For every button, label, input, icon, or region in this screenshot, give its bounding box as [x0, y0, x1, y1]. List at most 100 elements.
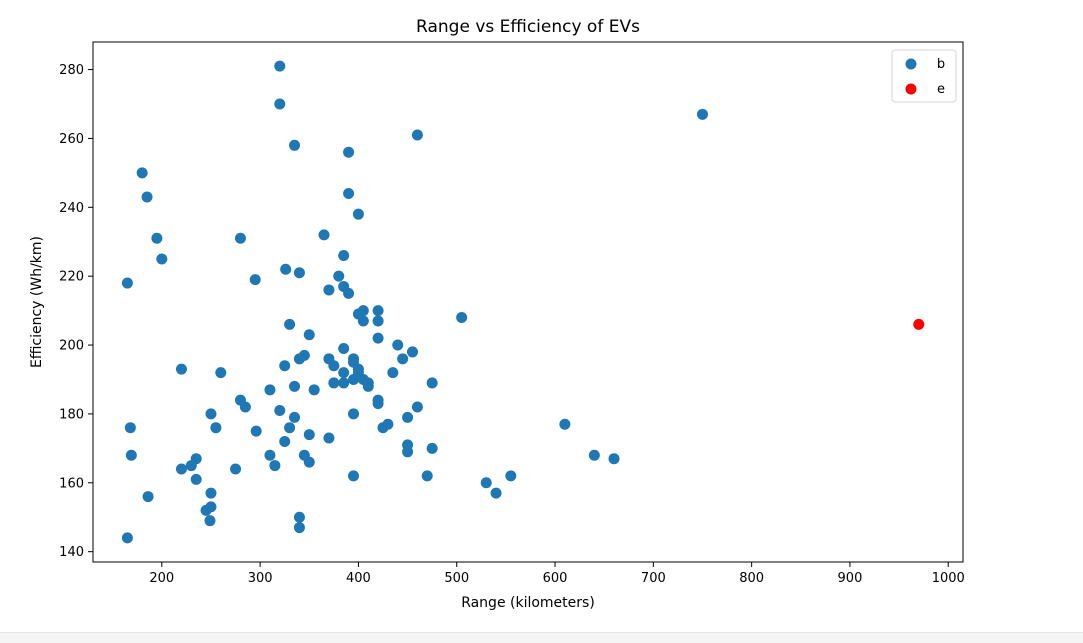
- data-point-b-80: [372, 305, 384, 317]
- data-point-b-5: [141, 191, 153, 203]
- data-point-b-4: [136, 167, 148, 179]
- x-tick-label: 900: [838, 571, 863, 586]
- data-point-b-71: [352, 208, 364, 220]
- data-point-b-26: [250, 425, 262, 437]
- data-point-b-92: [402, 446, 414, 458]
- data-point-b-54: [323, 432, 335, 444]
- data-point-b-96: [421, 470, 433, 482]
- data-point-b-6: [142, 491, 154, 503]
- data-point-b-82: [372, 332, 384, 344]
- data-point-b-63: [343, 287, 355, 299]
- data-point-b-84: [372, 398, 384, 410]
- y-axis-label: Efficiency (Wh/km): [29, 236, 45, 368]
- data-point-b-93: [406, 346, 418, 358]
- data-point-b-47: [303, 329, 315, 341]
- legend-marker-e: [905, 83, 917, 95]
- data-point-b-12: [190, 453, 202, 465]
- data-point-b-69: [348, 408, 360, 420]
- data-point-b-23: [234, 232, 246, 244]
- data-point-b-86: [382, 418, 394, 430]
- x-tick-label: 300: [248, 571, 273, 586]
- data-point-b-17: [205, 487, 217, 499]
- plot-frame: [92, 41, 964, 563]
- data-point-b-87: [387, 367, 399, 379]
- data-point-b-24: [239, 401, 251, 413]
- data-point-b-3: [125, 449, 137, 461]
- data-point-b-15: [204, 515, 216, 527]
- data-point-b-8: [156, 253, 168, 265]
- data-point-b-60: [338, 342, 350, 354]
- data-point-b-79: [362, 380, 374, 392]
- legend-label-b: b: [937, 57, 945, 72]
- data-point-b-25: [249, 274, 261, 286]
- data-point-b-106: [696, 108, 708, 120]
- y-tick-label: 160: [59, 476, 84, 491]
- data-point-b-36: [284, 318, 296, 330]
- data-point-b-28: [264, 449, 276, 461]
- data-point-b-76: [357, 315, 369, 327]
- data-point-b-104: [588, 449, 600, 461]
- chart-title: Range vs Efficiency of EVs: [416, 17, 640, 37]
- data-point-b-33: [279, 360, 291, 372]
- legend: b e: [891, 49, 957, 103]
- data-point-b-29: [269, 460, 281, 472]
- data-point-b-103: [559, 418, 571, 430]
- data-point-b-81: [372, 315, 384, 327]
- data-point-b-99: [456, 311, 468, 323]
- data-point-b-19: [210, 422, 222, 434]
- data-point-b-37: [284, 422, 296, 434]
- data-point-b-51: [318, 229, 330, 241]
- data-point-b-48: [303, 429, 315, 441]
- data-point-b-13: [190, 473, 202, 485]
- data-point-b-61: [338, 367, 350, 379]
- y-tick-label: 280: [59, 63, 84, 78]
- y-tick-label: 140: [59, 545, 84, 560]
- x-axis: 200 300 400 500 600 700 800 900 1000: [149, 562, 965, 586]
- x-tick-label: 800: [739, 571, 764, 586]
- data-point-b-56: [328, 377, 340, 389]
- data-point-b-101: [490, 487, 502, 499]
- data-point-b-0: [121, 532, 133, 544]
- data-point-b-39: [289, 411, 301, 423]
- scatter-points: [121, 60, 925, 544]
- data-point-b-94: [411, 129, 423, 141]
- x-tick-label: 700: [641, 571, 666, 586]
- data-point-b-89: [397, 353, 409, 365]
- legend-label-e: e: [937, 82, 945, 97]
- data-point-b-98: [426, 442, 438, 454]
- data-point-b-40: [289, 139, 301, 151]
- data-point-e-0: [913, 318, 925, 330]
- data-point-b-38: [289, 380, 301, 392]
- data-point-b-100: [480, 477, 492, 489]
- data-point-b-20: [215, 367, 227, 379]
- data-point-b-65: [343, 188, 355, 200]
- data-point-b-27: [264, 384, 276, 396]
- data-point-b-45: [298, 349, 310, 361]
- data-point-b-44: [293, 267, 305, 279]
- data-point-b-50: [308, 384, 320, 396]
- bottom-strip: [0, 632, 1083, 643]
- y-tick-label: 180: [59, 407, 84, 422]
- data-point-b-95: [411, 401, 423, 413]
- data-point-b-64: [343, 146, 355, 158]
- data-point-b-62: [338, 377, 350, 389]
- data-point-b-52: [323, 284, 335, 296]
- x-tick-label: 400: [346, 571, 371, 586]
- y-tick-label: 240: [59, 201, 84, 216]
- legend-box: [891, 49, 957, 103]
- data-point-b-58: [338, 250, 350, 262]
- data-point-b-42: [293, 511, 305, 523]
- data-point-b-57: [333, 270, 345, 282]
- y-tick-label: 260: [59, 132, 84, 147]
- data-point-b-2: [124, 422, 136, 434]
- data-point-b-55: [328, 360, 340, 372]
- data-point-b-97: [426, 377, 438, 389]
- data-point-b-30: [274, 404, 286, 416]
- data-point-b-49: [303, 456, 315, 468]
- data-point-b-9: [175, 363, 187, 375]
- data-point-b-88: [392, 339, 404, 351]
- data-point-b-90: [402, 411, 414, 423]
- x-tick-label: 1000: [932, 571, 965, 586]
- legend-marker-b: [905, 58, 917, 70]
